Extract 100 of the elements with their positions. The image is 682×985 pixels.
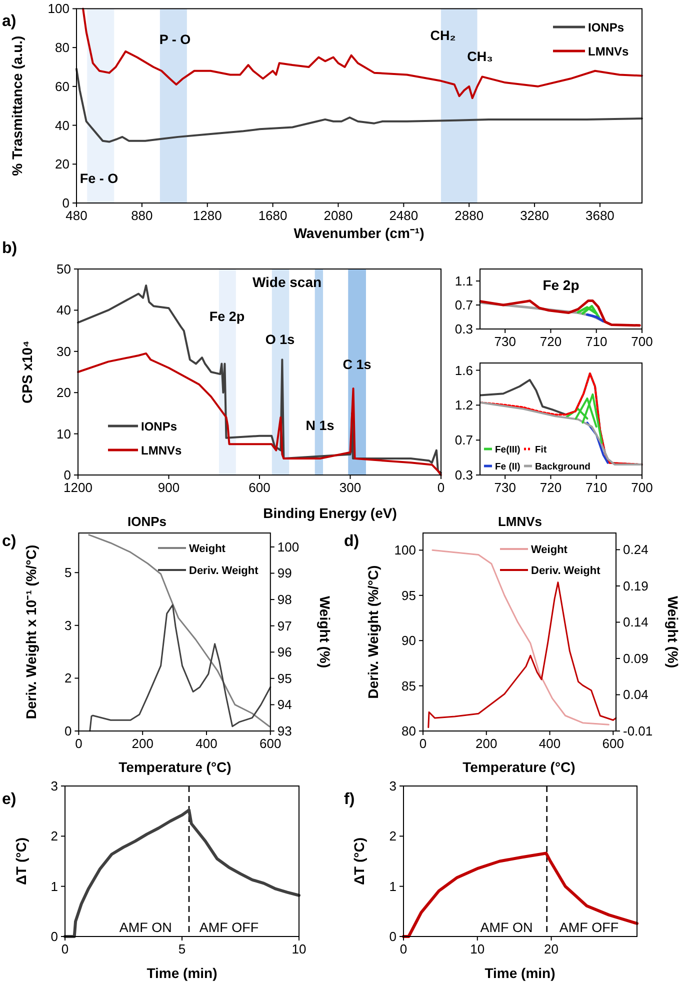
legend-label: Deriv. Weight [189,564,259,577]
text: f) [344,791,355,808]
y2-tick-label: 99 [277,566,292,581]
annotation: AMF OFF [559,920,619,935]
x-tick-label: 10 [292,942,306,956]
annotation: AMF ON [480,920,533,935]
y-tick-label: 90 [402,633,416,648]
y-tick-label: 3 [50,778,58,794]
y-tick-label: 0.7 [454,432,473,448]
y-tick-label: 100 [48,1,70,16]
x-tick-label: 700 [631,480,653,495]
x-tick-label: 300 [339,480,362,495]
y2-tick-label: 100 [277,539,300,554]
y-tick-label: 1 [389,878,396,894]
y-tick-label: 0.3 [454,322,473,336]
x-tick-label: 700 [631,334,653,349]
y2-tick-label: -0.01 [623,724,653,738]
legend-label: Background [535,461,591,472]
y-axis-title: Deriv. Weight x 10⁻¹ (%/°C) [23,544,39,720]
y-tick-label: 50 [56,262,71,276]
y-tick-label: 0 [64,724,72,738]
x-tick-label: 400 [196,736,218,751]
x-tick-label: 0 [75,736,82,751]
y-tick-label: 2 [389,828,396,844]
x-tick-label: 720 [540,334,562,349]
legend-label: Fit [535,444,548,456]
text: a) [2,13,16,30]
legend-label: IONPs [141,419,178,434]
y-tick-label: 5 [64,565,72,580]
x-tick-label: 2080 [324,208,353,223]
legend-label: LMNVs [141,443,182,458]
x-tick-label: 1200 [64,480,92,495]
annotation: AMF ON [119,920,172,935]
x-axis-title: Wavenumber (cm⁻¹) [294,225,424,241]
x-tick-label: 3280 [520,208,549,223]
y-tick-label: 20 [55,156,70,172]
y-tick-label: 2 [50,828,58,844]
y-tick-label: 40 [55,118,70,133]
band-label: N 1s [306,418,334,433]
y-tick-label: 2 [64,670,72,686]
chart-title: IONPs [127,514,167,529]
y-axis-title: ΔT (°C) [13,837,29,886]
x-tick-label: 730 [494,480,516,495]
y2-tick-label: 94 [277,697,292,712]
y-tick-label: 0.3 [454,468,473,482]
band-label: O 1s [265,332,295,347]
y2-tick-label: 0.09 [623,650,648,666]
x-tick-label: 1680 [258,208,288,223]
annotation: AMF OFF [199,920,259,935]
y-tick-label: 95 [402,588,416,603]
legend-label: IONPs [588,20,624,34]
y2-axis-title: Weight (%) [317,596,333,668]
x-axis-title: Binding Energy (eV) [263,505,397,521]
x-tick-label: 710 [586,480,608,495]
legend-label: Weight [189,542,226,555]
x-tick-label: 880 [131,208,153,223]
legend-label: Deriv. Weight [531,564,601,577]
x-axis-title: Temperature (°C) [118,759,232,775]
y-tick-label: 0 [50,929,58,944]
x-tick-label: 200 [132,736,154,751]
legend-label: Fe(III) [495,444,520,456]
y2-tick-label: 0.14 [623,614,648,630]
x-tick-label: 720 [540,480,562,495]
y2-tick-label: 0.19 [623,578,648,594]
x-tick-label: 2880 [454,208,484,223]
chart-title: LMNVs [498,514,542,529]
y-tick-label: 40 [56,302,71,318]
y-axis-title: ΔT (°C) [351,837,367,886]
y-axis-title: Deriv. Weight (%/°C) [365,565,381,699]
y-tick-label: 80 [402,724,416,738]
chart-title: Wide scan [252,274,322,290]
y2-tick-label: 95 [277,670,292,686]
x-tick-label: 600 [602,736,624,751]
y2-axis-title: Weight (%) [665,596,681,668]
x-axis-title: Time (min) [484,965,556,981]
x-tick-label: 710 [586,334,608,349]
x-tick-label: 10 [470,942,485,956]
y-tick-label: 1 [50,878,58,894]
y-tick-label: 3 [389,778,396,794]
y-tick-label: 10 [56,426,71,442]
y2-tick-label: 0.04 [623,687,648,702]
x-tick-label: 0 [437,480,445,495]
x-axis-title: Time (min) [146,965,218,981]
band-label: C 1s [342,357,372,372]
y-tick-label: 80 [55,40,70,56]
y-tick-label: 30 [56,344,71,359]
x-tick-label: 730 [494,334,516,349]
y2-tick-label: 97 [277,618,292,634]
x-tick-label: 3680 [586,208,614,223]
x-tick-label: 20 [544,942,559,956]
x-tick-label: 600 [248,480,270,495]
y-axis-title: % Trasmittance (a.u.) [9,36,25,176]
x-tick-label: 0 [419,736,427,751]
y2-tick-label: 96 [277,644,292,660]
y-tick-label: 0 [64,468,71,482]
x-tick-label: 5 [178,942,186,956]
y-tick-label: 0.7 [454,298,473,312]
text: b) [2,240,18,257]
text: c) [2,533,16,550]
x-tick-label: 400 [538,736,561,751]
